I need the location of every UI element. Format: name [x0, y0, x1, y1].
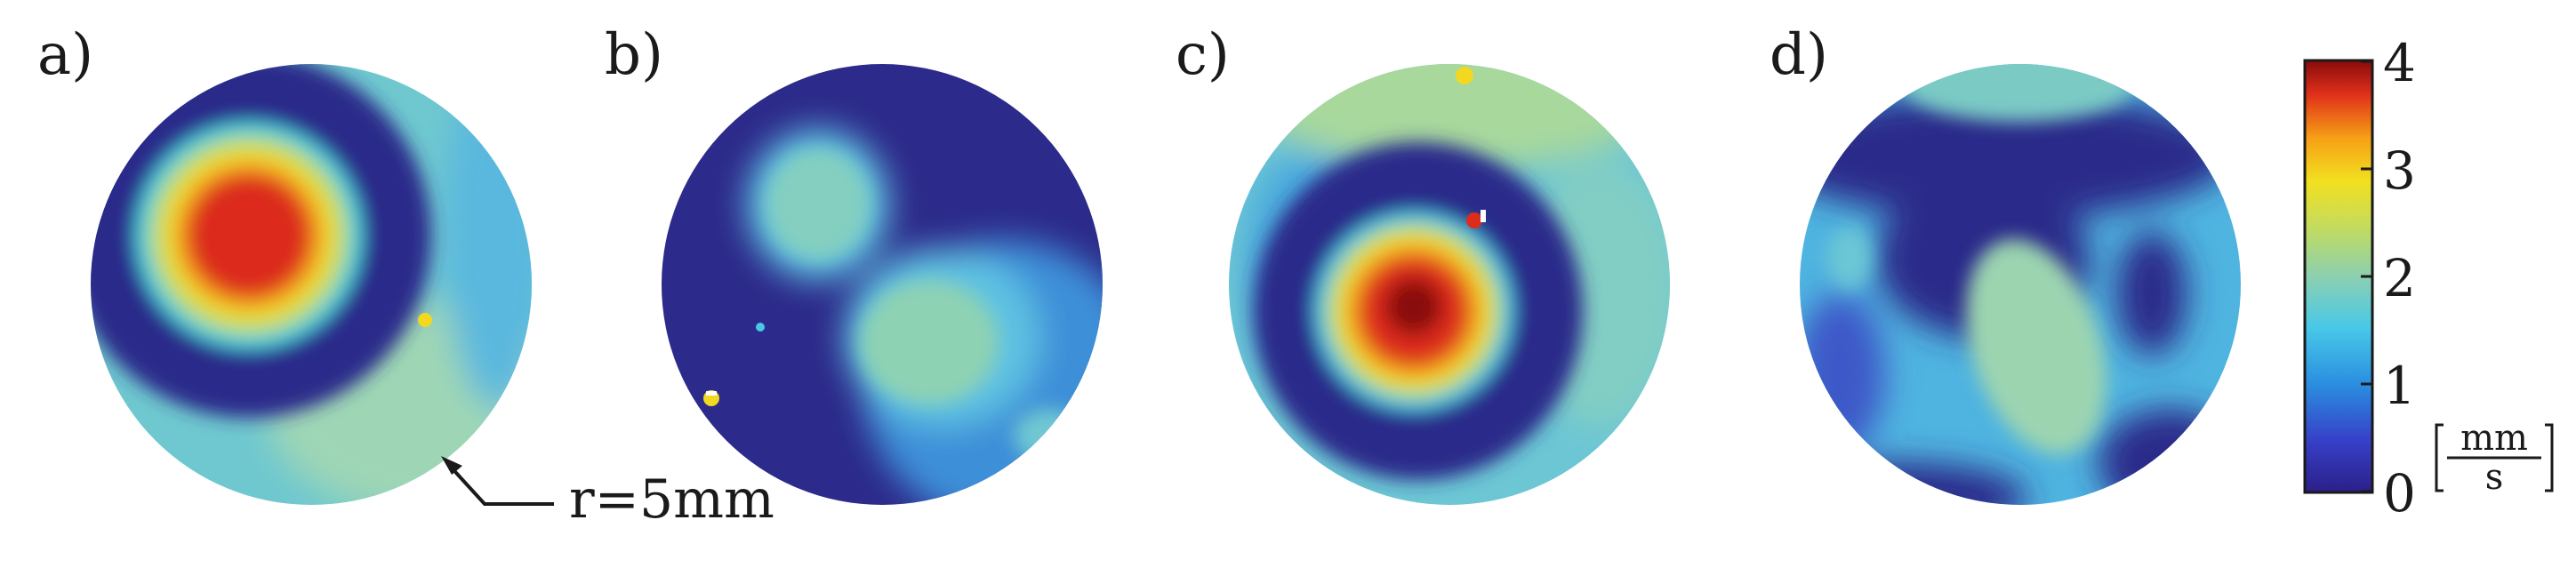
colorbar-tick-label: 1 [2383, 356, 2416, 416]
radius-annotation-arrow [441, 456, 554, 506]
velocity-map-d [1800, 64, 2241, 505]
panel-label-c: c) [1176, 22, 1230, 88]
velocity-map-c [1229, 64, 1670, 505]
radius-annotation-label: r=5mm [569, 468, 774, 531]
panel-label-b: b) [605, 22, 663, 88]
colorbar-unit-brackets [2435, 423, 2554, 492]
velocity-map-a [91, 64, 532, 505]
panel-label-d: d) [1769, 22, 1828, 88]
colorbar-tick-label: 3 [2383, 140, 2416, 201]
colorbar-tick-label: 2 [2383, 248, 2416, 308]
colorbar-unit-denominator: s [2485, 457, 2504, 498]
panel-label-a: a) [37, 22, 94, 88]
colorbar-ticks [2361, 60, 2371, 493]
colorbar-tick-label: 4 [2383, 33, 2416, 93]
velocity-map-b [662, 64, 1103, 505]
colorbar-tick-label: 0 [2383, 463, 2416, 524]
colorbar-unit-numerator: mm [2460, 418, 2528, 459]
